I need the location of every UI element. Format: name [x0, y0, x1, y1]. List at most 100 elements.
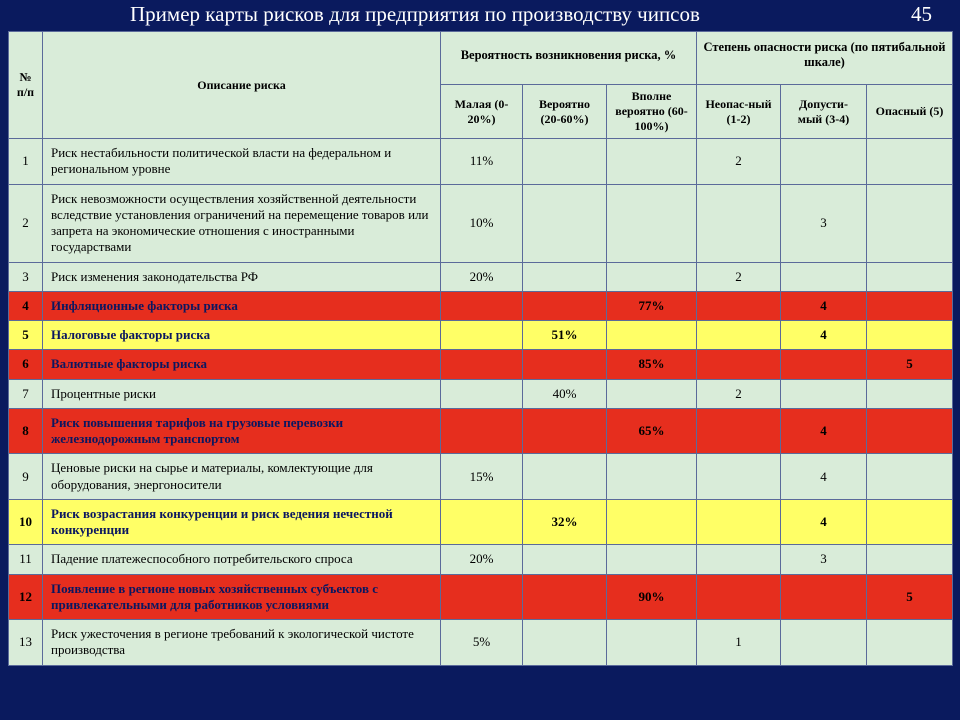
danger-mid-cell: 4: [781, 321, 867, 350]
prob-high-cell: 85%: [607, 350, 697, 379]
prob-mid-cell: [523, 574, 607, 620]
header-desc: Описание риска: [43, 32, 441, 139]
danger-high-cell: [867, 262, 953, 291]
prob-mid-cell: 51%: [523, 321, 607, 350]
prob-high-cell: 90%: [607, 574, 697, 620]
danger-high-cell: [867, 545, 953, 574]
prob-low-cell: 20%: [441, 262, 523, 291]
header-num: № п/п: [9, 32, 43, 139]
prob-low-cell: [441, 291, 523, 320]
prob-low-cell: 11%: [441, 139, 523, 185]
danger-low-cell: 2: [697, 139, 781, 185]
prob-high-cell: 65%: [607, 408, 697, 454]
table-row: 13Риск ужесточения в регионе требований …: [9, 620, 953, 666]
prob-high-cell: [607, 184, 697, 262]
prob-mid-cell: [523, 139, 607, 185]
danger-mid-cell: [781, 379, 867, 408]
table-row: 11Падение платежеспособного потребительс…: [9, 545, 953, 574]
row-description: Валютные факторы риска: [43, 350, 441, 379]
danger-mid-cell: [781, 574, 867, 620]
prob-low-cell: [441, 574, 523, 620]
header-prob-group: Вероятность возникновения риска, %: [441, 32, 697, 85]
prob-low-cell: [441, 321, 523, 350]
danger-mid-cell: 4: [781, 291, 867, 320]
danger-high-cell: 5: [867, 350, 953, 379]
row-number: 8: [9, 408, 43, 454]
danger-high-cell: [867, 454, 953, 500]
row-number: 13: [9, 620, 43, 666]
table-row: 2Риск невозможности осуществления хозяйс…: [9, 184, 953, 262]
prob-high-cell: [607, 499, 697, 545]
danger-mid-cell: 3: [781, 545, 867, 574]
table-row: 5Налоговые факторы риска51%4: [9, 321, 953, 350]
row-description: Риск невозможности осуществления хозяйст…: [43, 184, 441, 262]
prob-low-cell: [441, 350, 523, 379]
header-danger-mid: Допусти-мый (3-4): [781, 85, 867, 139]
table-row: 9Ценовые риски на сырье и материалы, ком…: [9, 454, 953, 500]
prob-high-cell: [607, 262, 697, 291]
prob-mid-cell: [523, 262, 607, 291]
danger-low-cell: [697, 291, 781, 320]
danger-mid-cell: [781, 620, 867, 666]
danger-low-cell: [697, 408, 781, 454]
danger-high-cell: [867, 379, 953, 408]
row-number: 3: [9, 262, 43, 291]
danger-low-cell: 2: [697, 262, 781, 291]
row-description: Риск нестабильности политической власти …: [43, 139, 441, 185]
danger-mid-cell: 3: [781, 184, 867, 262]
row-number: 11: [9, 545, 43, 574]
row-description: Риск возрастания конкуренции и риск веде…: [43, 499, 441, 545]
prob-high-cell: [607, 321, 697, 350]
prob-mid-cell: [523, 454, 607, 500]
row-description: Падение платежеспособного потребительско…: [43, 545, 441, 574]
table-row: 10Риск возрастания конкуренции и риск ве…: [9, 499, 953, 545]
page-number: 45: [911, 2, 932, 27]
danger-high-cell: [867, 291, 953, 320]
title-bar: Пример карты рисков для предприятия по п…: [0, 0, 960, 31]
table-body: 1 Риск нестабильности политической власти…: [9, 139, 953, 666]
row-number: 4: [9, 291, 43, 320]
danger-low-cell: [697, 184, 781, 262]
danger-low-cell: 1: [697, 620, 781, 666]
danger-high-cell: [867, 499, 953, 545]
table-row: 8Риск повышения тарифов на грузовые пере…: [9, 408, 953, 454]
table-row: 6Валютные факторы риска 85% 5: [9, 350, 953, 379]
row-number: 6: [9, 350, 43, 379]
prob-low-cell: [441, 408, 523, 454]
prob-high-cell: [607, 545, 697, 574]
row-description: Риск повышения тарифов на грузовые перев…: [43, 408, 441, 454]
table-header: № п/п Описание риска Вероятность возникн…: [9, 32, 953, 139]
prob-mid-cell: 32%: [523, 499, 607, 545]
row-number: 12: [9, 574, 43, 620]
header-prob-mid: Вероятно (20-60%): [523, 85, 607, 139]
row-number: 9: [9, 454, 43, 500]
prob-mid-cell: 40%: [523, 379, 607, 408]
prob-low-cell: 10%: [441, 184, 523, 262]
danger-high-cell: [867, 139, 953, 185]
danger-high-cell: [867, 620, 953, 666]
danger-low-cell: [697, 350, 781, 379]
row-description: Риск ужесточения в регионе требований к …: [43, 620, 441, 666]
danger-mid-cell: 4: [781, 454, 867, 500]
table-row: 12Появление в регионе новых хозяйственны…: [9, 574, 953, 620]
prob-low-cell: [441, 379, 523, 408]
prob-low-cell: 15%: [441, 454, 523, 500]
danger-high-cell: [867, 408, 953, 454]
table-row: 1Риск нестабильности политической власти…: [9, 139, 953, 185]
row-description: Ценовые риски на сырье и материалы, комл…: [43, 454, 441, 500]
prob-high-cell: 77%: [607, 291, 697, 320]
danger-high-cell: [867, 321, 953, 350]
danger-low-cell: [697, 574, 781, 620]
header-danger-low: Неопас-ный (1-2): [697, 85, 781, 139]
prob-mid-cell: [523, 408, 607, 454]
danger-mid-cell: [781, 350, 867, 379]
table-row: 3Риск изменения законодательства РФ20%2: [9, 262, 953, 291]
prob-low-cell: 20%: [441, 545, 523, 574]
table-row: 7Процентные риски40%2: [9, 379, 953, 408]
danger-low-cell: [697, 321, 781, 350]
danger-high-cell: 5: [867, 574, 953, 620]
prob-low-cell: [441, 499, 523, 545]
danger-high-cell: [867, 184, 953, 262]
danger-low-cell: [697, 499, 781, 545]
table-row: 4Инфляционные факторы риска77%4: [9, 291, 953, 320]
